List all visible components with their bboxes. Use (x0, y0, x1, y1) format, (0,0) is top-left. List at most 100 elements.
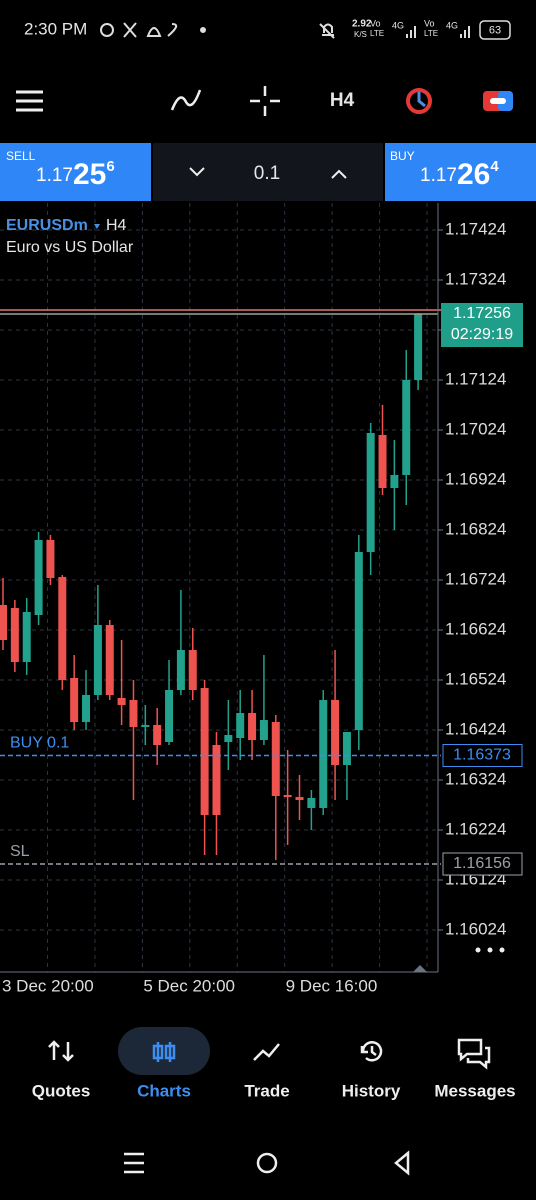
candle-body (319, 700, 328, 808)
nav-icon[interactable] (48, 1040, 74, 1062)
y-tick-label: 1.16524 (445, 669, 506, 688)
battery-level: 63 (489, 24, 501, 36)
back[interactable] (394, 1150, 410, 1176)
sl-price-box (442, 852, 523, 876)
candle-body (46, 540, 55, 578)
candle-body (176, 650, 185, 690)
chart: 1.174241.173241.172241.171241.170241.169… (0, 203, 523, 995)
nav-icon[interactable] (253, 1043, 280, 1061)
sl-label: SL (10, 843, 30, 860)
nav-active-pill (118, 1027, 210, 1075)
candle-body (82, 695, 91, 722)
candle-body (129, 700, 138, 727)
system-nav (124, 1150, 410, 1176)
recent-apps[interactable] (124, 1152, 144, 1174)
bid-label: 1.17256 (453, 305, 511, 322)
candle-body (93, 625, 102, 695)
nav-label[interactable]: Quotes (32, 1081, 91, 1100)
price-big: 26 (457, 158, 490, 191)
candle-body (283, 795, 292, 797)
more-button[interactable] (475, 947, 505, 953)
candle-body (153, 725, 162, 745)
volume-up[interactable] (331, 169, 347, 179)
timeframe-button[interactable]: H4 (330, 90, 355, 111)
nav-icon[interactable] (457, 1038, 491, 1070)
candle-body (354, 552, 363, 730)
sell-label: SELL (6, 149, 36, 163)
home[interactable] (256, 1152, 278, 1174)
order-price: 1.16373 (453, 747, 511, 764)
y-tick-label: 1.16624 (445, 619, 506, 638)
countdown: 02:29:19 (451, 326, 513, 343)
menu-button[interactable] (16, 90, 43, 112)
symbol[interactable]: EURUSDm (6, 217, 88, 234)
scroll-marker (413, 965, 427, 972)
battery (479, 20, 511, 40)
symbol-dropdown[interactable] (94, 224, 100, 229)
nav-icon[interactable] (152, 1042, 176, 1062)
x-tick-label: 9 Dec 16:00 (286, 976, 378, 995)
y-tick-label: 1.16724 (445, 569, 506, 588)
status-icons (100, 22, 335, 39)
sim-volte: Vo (424, 18, 435, 28)
crosshair-button[interactable] (250, 86, 280, 116)
y-tick-label: 1.17124 (445, 369, 506, 388)
objects-button[interactable] (406, 88, 432, 114)
nav-label[interactable]: Trade (244, 1081, 289, 1100)
sl-price: 1.16156 (453, 855, 511, 872)
sell-button[interactable] (0, 143, 151, 201)
price-tail: 6 (106, 158, 114, 175)
candle-body (34, 540, 43, 615)
nav-label[interactable]: History (342, 1081, 401, 1100)
candle-body (58, 577, 67, 680)
candle-body (402, 380, 411, 475)
sim-volte: Vo (370, 18, 381, 28)
sim-lte: LTE (370, 29, 384, 38)
buy-price: 1.17264 (420, 158, 499, 191)
price-big: 25 (73, 158, 106, 191)
y-tick-label: 1.16424 (445, 719, 506, 738)
candle-body (200, 688, 209, 815)
nav-label[interactable]: Messages (434, 1081, 515, 1100)
price-head: 1.17 (420, 165, 457, 186)
nav-label[interactable]: Charts (137, 1081, 191, 1100)
candle-body (342, 732, 351, 765)
sim-lte: LTE (424, 29, 438, 38)
candle-body (414, 314, 423, 380)
price-head: 1.17 (36, 165, 73, 186)
y-tick-label: 1.17324 (445, 269, 506, 288)
x-tick-label: 5 Dec 20:00 (143, 976, 235, 995)
net-speed: 2.92 (352, 19, 372, 30)
y-tick-label: 1.17024 (445, 419, 506, 438)
volume[interactable]: 0.1 (254, 163, 280, 184)
y-tick-label: 1.16224 (445, 819, 506, 838)
buy-button[interactable] (385, 143, 536, 201)
candle-body (331, 700, 340, 765)
y-tick-label: 1.16824 (445, 519, 506, 538)
y-tick-label: 1.16324 (445, 769, 506, 788)
candle-body (141, 725, 150, 727)
sell-price: 1.17256 (36, 158, 115, 191)
nav-icon[interactable] (360, 1041, 383, 1062)
bid-label-box (441, 303, 523, 347)
indicators-button[interactable] (170, 89, 202, 111)
volume-panel (153, 143, 383, 201)
y-tick-label: 1.16924 (445, 469, 506, 488)
y-tick-label: 1.17424 (445, 219, 506, 238)
volume-down[interactable] (189, 167, 205, 177)
symbol-description: Euro vs US Dollar (6, 239, 134, 256)
candle-body (236, 713, 245, 738)
trade-button[interactable] (483, 91, 513, 111)
candle-body (307, 798, 316, 808)
candle-body (10, 608, 19, 662)
candle-body (248, 713, 257, 740)
candle-body (224, 735, 233, 742)
candle-body (117, 698, 126, 705)
price-tail: 4 (490, 158, 499, 175)
status-time: 2:30 PM (24, 19, 87, 38)
net-speed-unit: K/S (354, 30, 367, 39)
order-label: BUY 0.1 (10, 735, 69, 752)
candle-body (22, 612, 31, 662)
